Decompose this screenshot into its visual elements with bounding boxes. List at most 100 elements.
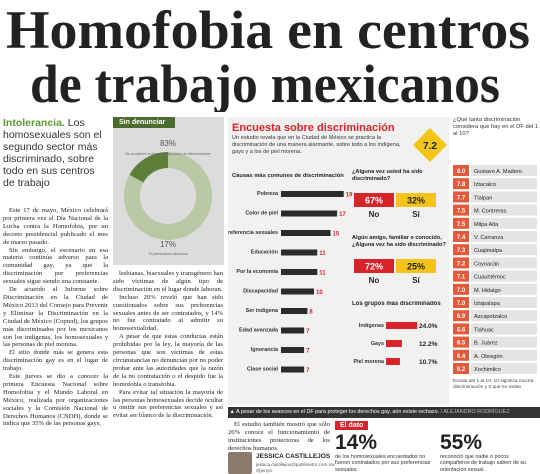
rank-value-box <box>453 191 469 203</box>
category-label: Clase social <box>247 367 279 373</box>
paragraph: Para evitar tal situación la mayoría de … <box>113 388 223 420</box>
rank-name: Cuajimalpa <box>474 248 503 254</box>
byline-name: JESSICA CASTILLEJOS <box>256 453 331 460</box>
rank-name-box <box>471 310 537 322</box>
rank-name: Iztacalco <box>474 182 496 188</box>
bar <box>281 210 338 217</box>
dato-text: de los homosexuales encuestados no fuero… <box>335 454 431 473</box>
rank-name-box <box>471 178 537 190</box>
category-label: Discapacidad <box>243 289 278 295</box>
group-value: 24.0% <box>419 323 438 330</box>
ranking: ¿Qué tanta discriminación considera que … <box>451 117 540 405</box>
rank-value: 7.1 <box>457 275 466 281</box>
rank-value: 7.2 <box>457 261 466 267</box>
dato-text: reconoció que nadie o pocos compañeros d… <box>440 454 527 473</box>
groups-title-box: Los grupos más discriminados <box>352 301 441 307</box>
ranking-note-box: Escala del 1 al 10, 10 significa mucha d… <box>453 379 534 390</box>
rank-value-box <box>453 270 469 282</box>
infographic: Encuesta sobre discriminación 7.2 Un estud… <box>224 117 449 405</box>
rank-value: 6.2 <box>457 367 466 373</box>
bar <box>281 347 305 353</box>
answer-value: 25% <box>407 262 425 272</box>
bar-value: 8 <box>309 310 313 316</box>
answer-label: No <box>369 276 380 285</box>
donut-box: Sin denunciar 83% No acudieron a denuncia… <box>113 117 224 265</box>
answer-box <box>354 259 394 273</box>
rank-name: V. Carranza <box>474 235 504 241</box>
rank-name-box <box>471 283 537 295</box>
rank-value-box <box>453 231 469 242</box>
rank-name-box <box>471 257 537 269</box>
ranking-note: Escala del 1 al 10, 10 significa mucha d… <box>453 379 534 390</box>
answer-box <box>396 193 436 207</box>
category-label: Pobreza <box>257 191 279 197</box>
dato-value: 14% <box>335 431 378 454</box>
paragraph: Este 17 de mayo, México celebrará por pr… <box>3 207 108 246</box>
author-photo <box>228 452 252 474</box>
donut-segment <box>129 152 169 183</box>
dato-value: 55% <box>440 431 483 454</box>
question-box: ¿Alguna vez usted ha sido discriminado? <box>352 169 423 182</box>
rank-name: Azcapotzalco <box>474 314 507 320</box>
paragraph: De acuerdo al Informe sobre Discriminaci… <box>3 286 108 349</box>
subtitle-box: Un estudio revela que en la Ciudad de Mé… <box>232 135 401 155</box>
bar <box>281 191 344 197</box>
donut-segment <box>124 152 212 240</box>
group-bar <box>386 358 400 365</box>
rank-value: 6.9 <box>457 314 466 320</box>
rank-name-box <box>471 349 537 361</box>
rank-value-box <box>453 297 469 308</box>
body-column: lesbianas, bisexuales y transgénero han … <box>113 270 223 474</box>
bar <box>281 249 318 256</box>
paragraph: El estudio también mostró que sólo 26% c… <box>228 421 330 451</box>
rank-value: 6.5 <box>457 341 466 347</box>
rank-value-box <box>453 283 469 295</box>
rank-name-box <box>471 297 537 308</box>
rank-value-box <box>453 217 469 229</box>
badge-text: 7.2 <box>423 141 437 152</box>
lede-text: Los homosexuales son el segundo sector m… <box>3 117 102 189</box>
rank-value: 7.4 <box>457 235 466 241</box>
rank-name-box <box>471 336 537 348</box>
rank-value: 6.6 <box>457 327 466 333</box>
rank-name-box <box>471 323 537 335</box>
rank-value: 6.4 <box>457 354 466 360</box>
byline-handle: @jenyci <box>256 468 273 473</box>
rank-name: Xochimilco <box>474 367 501 373</box>
group-label: Indígenas <box>359 323 384 329</box>
rank-value-box <box>453 310 469 322</box>
answer-value: 32% <box>407 196 425 206</box>
bar-value: 7 <box>306 349 310 355</box>
rank-name: Tlalpan <box>474 195 492 201</box>
rank-name: Coyoacán <box>474 261 499 267</box>
rank-value-box <box>453 165 469 176</box>
rank-name: Tláhuac <box>474 327 494 333</box>
group-label: Gays <box>371 341 384 347</box>
dato: 14% de los homosexuales encuestados no fu… <box>335 432 540 474</box>
dato-label: El dato <box>335 421 369 430</box>
bar-value: 7 <box>306 368 310 374</box>
rank-value: 7.7 <box>457 195 466 201</box>
causes-title: Causas más comunes de discriminación <box>232 173 344 179</box>
answer-box <box>354 193 394 207</box>
rank-value: 8.0 <box>457 169 466 175</box>
bar <box>281 288 314 295</box>
rank-name: Gustavo A. Madero <box>474 169 522 175</box>
donut-value-label: 17% <box>160 240 176 249</box>
caption-text: A pesar de los avances en el DF para pro… <box>236 409 440 415</box>
rank-value: 7.0 <box>457 301 466 307</box>
answer-box <box>396 259 436 273</box>
headline-line: Homofobia en centros <box>6 0 530 60</box>
rank-name-box <box>471 363 537 374</box>
question: ¿Alguna vez usted ha sido discriminado? <box>352 169 423 182</box>
bar-value: 17 <box>339 212 346 218</box>
survey-title: Encuesta sobre discriminación <box>232 122 395 134</box>
bar-value: 7 <box>306 329 310 335</box>
dato-item: 55% reconoció que nadie o pocos compañero… <box>440 432 540 473</box>
headline-line: de trabajo mexicanos <box>30 54 500 112</box>
rank-name-box <box>471 217 537 229</box>
caption-credit: / ALEJANDRO RODRÍGUEZ <box>440 409 510 415</box>
answer-label: Sí <box>412 210 420 219</box>
rank-value-box <box>453 204 469 216</box>
